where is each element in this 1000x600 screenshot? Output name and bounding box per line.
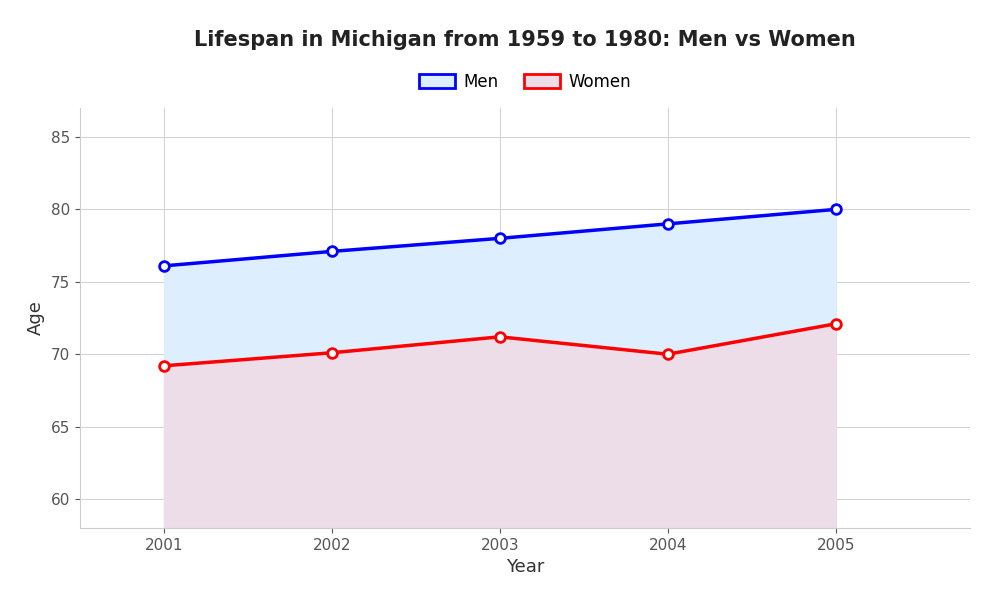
X-axis label: Year: Year xyxy=(506,558,544,576)
Title: Lifespan in Michigan from 1959 to 1980: Men vs Women: Lifespan in Michigan from 1959 to 1980: … xyxy=(194,29,856,49)
Legend: Men, Women: Men, Women xyxy=(412,66,638,97)
Y-axis label: Age: Age xyxy=(27,301,45,335)
